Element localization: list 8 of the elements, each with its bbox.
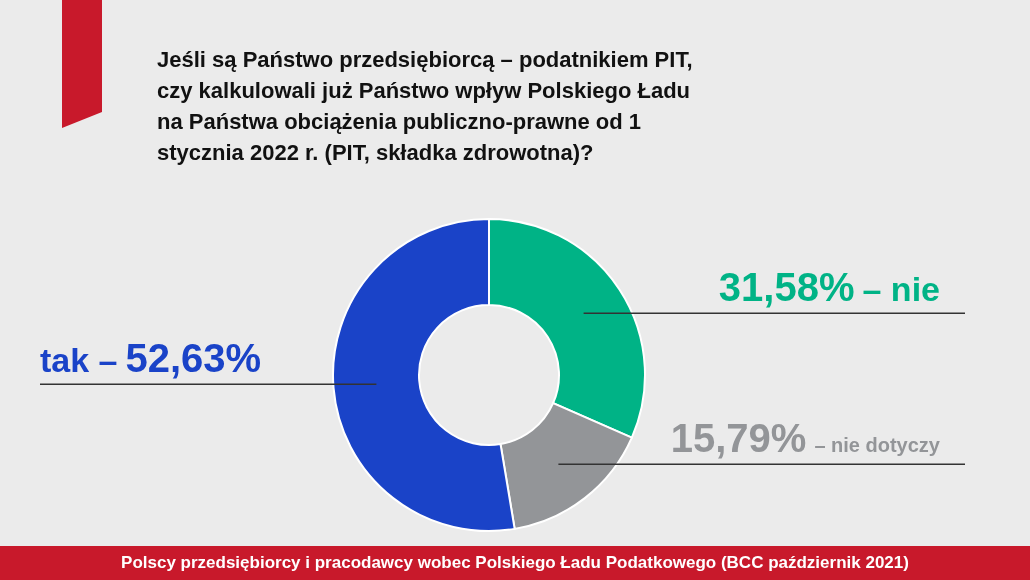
data-label: 15,79% [670, 416, 807, 461]
text: Polscy przedsiębiorcy i pracodawcy wobec Polskiego Ładu Podatkowego (BCC październik 2021) [0, 546, 1030, 580]
chart-title: Jeśli są Państwo przedsiębiorcą – podatnikiem PIT, czy kalkulowali już Państwo wpływ Polskiego Ładu na Państwa obciążenia publiczno-prawne od 1 stycznia 2022 r. (PIT, składka zdrowotna)? [157, 46, 694, 167]
data-label: 31,58% [718, 265, 855, 310]
slice-label: – nie dotyczy [814, 434, 941, 457]
slice-label: tak – [40, 341, 118, 380]
data-label: 52,63% [125, 336, 262, 381]
slice-label: – nie [862, 270, 940, 309]
